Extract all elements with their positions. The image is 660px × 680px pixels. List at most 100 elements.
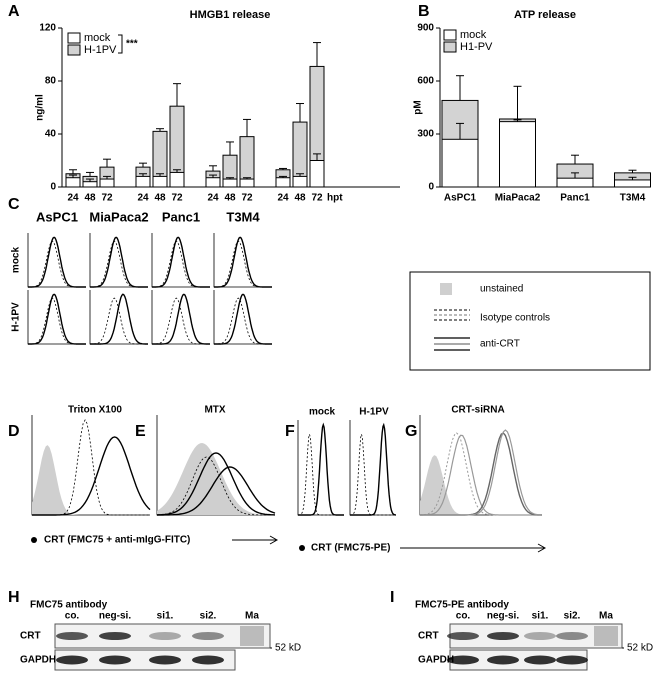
axis-dot (299, 545, 305, 551)
x-tick-label: 72 (311, 193, 323, 204)
panel-letter: B (418, 3, 430, 20)
histogram-curve (90, 240, 148, 288)
marker-label: 52 kD (627, 643, 653, 654)
blot-title: FMC75-PE antibody (415, 600, 509, 611)
histogram-curve (32, 436, 151, 516)
bar (614, 179, 651, 188)
histogram-curve (28, 236, 86, 288)
legend-label: H-1PV (84, 44, 117, 56)
x-tick-label: 48 (224, 193, 236, 204)
histogram-curve (298, 432, 344, 516)
y-tick-label: 900 (417, 23, 434, 34)
histogram-curve (214, 297, 272, 345)
bar (309, 160, 325, 188)
band (149, 655, 181, 665)
significance: *** (126, 39, 138, 50)
y-tick-label: 80 (45, 76, 57, 87)
bar (275, 177, 291, 188)
x-axis-label: CRT (FMC75 + anti-mIgG-FITC) (44, 535, 190, 546)
histogram-curve (28, 240, 86, 288)
lane-label: si2. (200, 611, 217, 622)
x-tick-label: 48 (84, 193, 96, 204)
panel-title: H-1PV (359, 407, 389, 418)
x-tick-label: 72 (171, 193, 183, 204)
histogram-curve (298, 422, 344, 516)
band (192, 632, 224, 640)
panel-letter: F (285, 423, 295, 440)
marker-lane (594, 626, 618, 646)
panel-letter: E (135, 423, 146, 440)
histogram-curve (28, 297, 86, 345)
lane-label: neg-si. (99, 611, 131, 622)
band (487, 655, 519, 665)
histogram-curve (420, 434, 542, 516)
histogram-frame (89, 290, 148, 345)
band (556, 655, 588, 665)
histogram-curve (156, 456, 275, 516)
legend-swatch (440, 283, 452, 295)
row-label: GAPDH (20, 655, 56, 666)
lane-label: co. (65, 611, 80, 622)
histogram-unstained (420, 455, 542, 515)
band (99, 632, 131, 640)
legend-label: unstained (480, 284, 523, 295)
band (447, 632, 479, 640)
histogram-curve (90, 297, 148, 345)
x-unit: hpt (327, 193, 343, 204)
column-header: Panc1 (162, 209, 200, 224)
row-label: CRT (418, 631, 439, 642)
legend-label: anti-CRT (480, 339, 520, 350)
legend-swatch (443, 41, 457, 53)
y-tick-label: 0 (428, 182, 434, 193)
panel-title: Triton X100 (68, 405, 122, 416)
bar (499, 121, 536, 188)
row-label: H-1PV (11, 302, 22, 332)
histogram-curve (350, 422, 396, 516)
y-tick-label: 600 (417, 76, 434, 87)
histogram-curve (214, 240, 272, 288)
histogram-curve (28, 293, 86, 345)
lane-label: Ma (599, 611, 613, 622)
bar (152, 175, 168, 188)
band (56, 632, 88, 640)
x-tick-label: 72 (101, 193, 113, 204)
row-label: GAPDH (418, 655, 454, 666)
x-tick-label: T3M4 (620, 193, 646, 204)
panel-letter: I (390, 589, 394, 606)
panel-title: mock (309, 407, 336, 418)
y-tick-label: 40 (45, 129, 57, 140)
column-header: T3M4 (226, 209, 260, 224)
blot-title: FMC75 antibody (30, 600, 108, 611)
histogram-curve (157, 466, 276, 516)
axis-arrow (400, 543, 547, 553)
chart-title: ATP release (514, 9, 576, 21)
legend-swatch (443, 29, 457, 41)
bar (205, 177, 221, 188)
legend-box (409, 271, 651, 371)
x-tick-label: MiaPaca2 (495, 193, 541, 204)
histogram-curve (152, 297, 210, 345)
bar (169, 171, 185, 188)
panel-letter: C (8, 196, 20, 213)
column-header: AsPC1 (36, 209, 78, 224)
panel-title: CRT-siRNA (451, 405, 504, 416)
histogram-curve (214, 293, 272, 345)
x-tick-label: 72 (241, 193, 253, 204)
histogram-curve (350, 432, 396, 516)
lane-label: Ma (245, 611, 259, 622)
y-axis-label: ng/ml (35, 94, 46, 121)
histogram-frame (349, 420, 396, 516)
band (447, 655, 479, 665)
histogram-unstained (32, 445, 150, 515)
row-label: mock (11, 247, 22, 274)
histogram-curve (90, 236, 148, 288)
histogram-curve (152, 236, 210, 288)
x-tick-label: AsPC1 (444, 193, 477, 204)
histogram-curve (156, 452, 276, 516)
legend-label: H1-PV (460, 41, 493, 53)
x-tick-label: 48 (294, 193, 306, 204)
x-tick-label: 24 (207, 193, 219, 204)
legend-swatch (67, 44, 81, 56)
histogram-frame (297, 420, 344, 516)
bar (222, 178, 238, 188)
